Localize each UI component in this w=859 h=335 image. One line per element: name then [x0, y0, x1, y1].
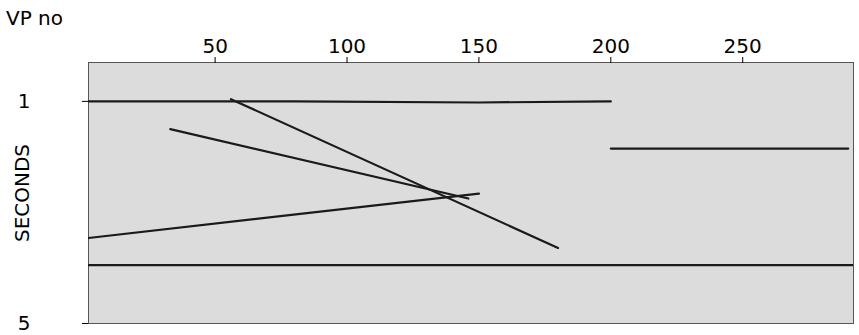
svg-text:250: 250 [724, 34, 762, 58]
svg-text:150: 150 [460, 34, 498, 58]
svg-text:SECONDS: SECONDS [10, 144, 34, 242]
svg-text:1: 1 [18, 89, 31, 113]
svg-text:50: 50 [202, 34, 227, 58]
svg-text:100: 100 [328, 34, 366, 58]
svg-text:5: 5 [18, 311, 31, 335]
svg-text:200: 200 [592, 34, 630, 58]
html-text:VP no: VP no [6, 6, 63, 30]
